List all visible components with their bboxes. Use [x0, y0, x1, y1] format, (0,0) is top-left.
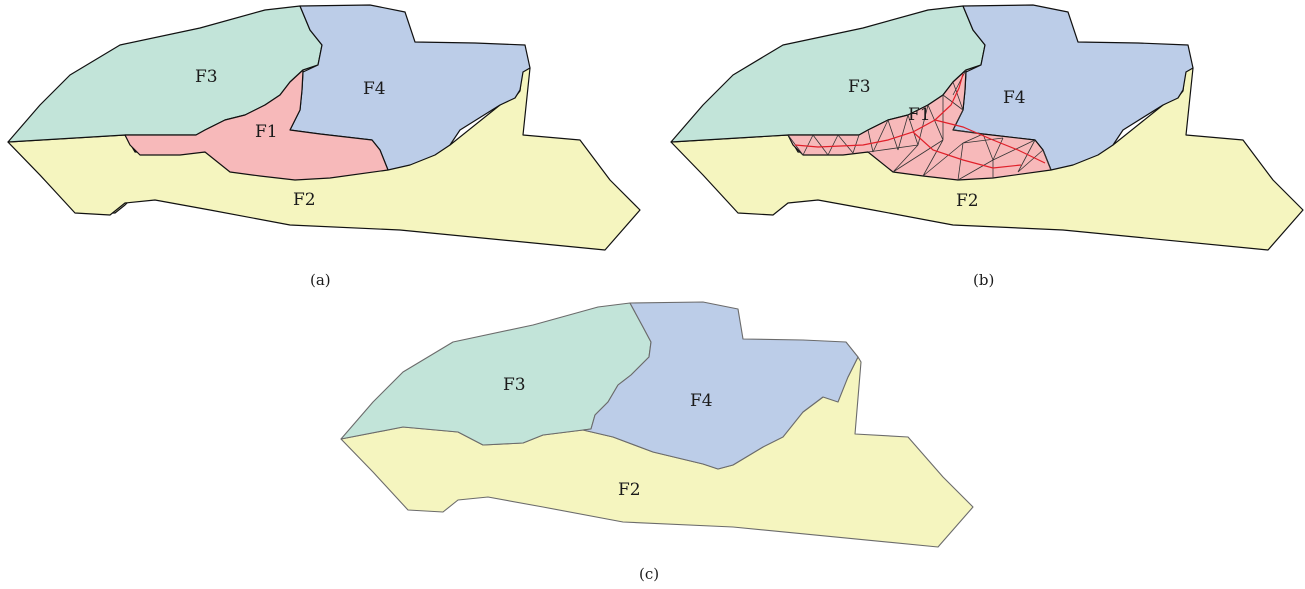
panel-a-label-f1: F1 — [255, 122, 278, 142]
panel-c-region-f4 — [582, 301, 859, 470]
panel-b-skeleton — [794, 73, 1046, 169]
panel-a-label-f3: F3 — [195, 67, 218, 87]
panel-b-label-f2: F2 — [956, 191, 979, 211]
panel-b: F3 F4 F1 F2 (b) — [670, 4, 1304, 289]
panel-b-caption: (b) — [973, 271, 994, 289]
panel-c-label-f4: F4 — [690, 391, 713, 411]
panel-c: F3 F4 F2 (c) — [340, 301, 974, 583]
panel-c-caption: (c) — [639, 565, 659, 583]
panel-c-label-f2: F2 — [618, 480, 641, 500]
panel-a-label-f4: F4 — [363, 79, 386, 99]
panel-a-label-f2: F2 — [293, 190, 316, 210]
panel-a: F3 F4 F1 F2 (a) — [7, 4, 641, 289]
panel-a-region-f1 — [124, 69, 389, 181]
panel-b-label-f1: F1 — [908, 105, 931, 125]
panel-b-label-f3: F3 — [848, 77, 871, 97]
panel-c-label-f3: F3 — [503, 375, 526, 395]
panel-b-label-f4: F4 — [1003, 88, 1026, 108]
panel-a-caption: (a) — [310, 271, 331, 289]
